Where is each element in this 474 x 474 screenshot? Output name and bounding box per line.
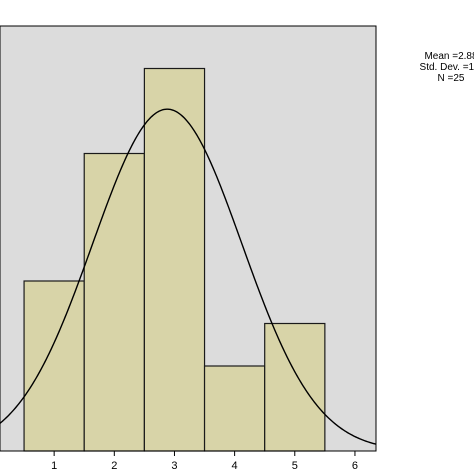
- histogram-bar-3: [143, 67, 206, 452]
- x-tick-label-6: 6: [352, 460, 358, 472]
- mean-label: Mean =2.88: [424, 51, 474, 62]
- histogram-bar-2: [83, 152, 145, 452]
- x-tick-label-4: 4: [232, 460, 238, 472]
- x-tick-label-2: 2: [111, 460, 117, 472]
- x-tick-label-3: 3: [171, 460, 177, 472]
- x-tick-label-5: 5: [292, 460, 298, 472]
- histogram-bar-5: [264, 322, 326, 452]
- std-dev-label: Std. Dev. =1.2: [419, 62, 474, 73]
- x-tick-label-1: 1: [51, 460, 57, 472]
- n-label: N =25: [437, 73, 465, 84]
- histogram-bar-4: [203, 365, 266, 452]
- summary-statistics: Mean =2.88 Std. Dev. =1.2 N =25: [416, 51, 474, 84]
- x-axis-ticks: 1 2 3 4 5 6: [51, 451, 358, 472]
- normal-curve: [0, 108, 377, 445]
- histogram-bar-1: [23, 280, 85, 452]
